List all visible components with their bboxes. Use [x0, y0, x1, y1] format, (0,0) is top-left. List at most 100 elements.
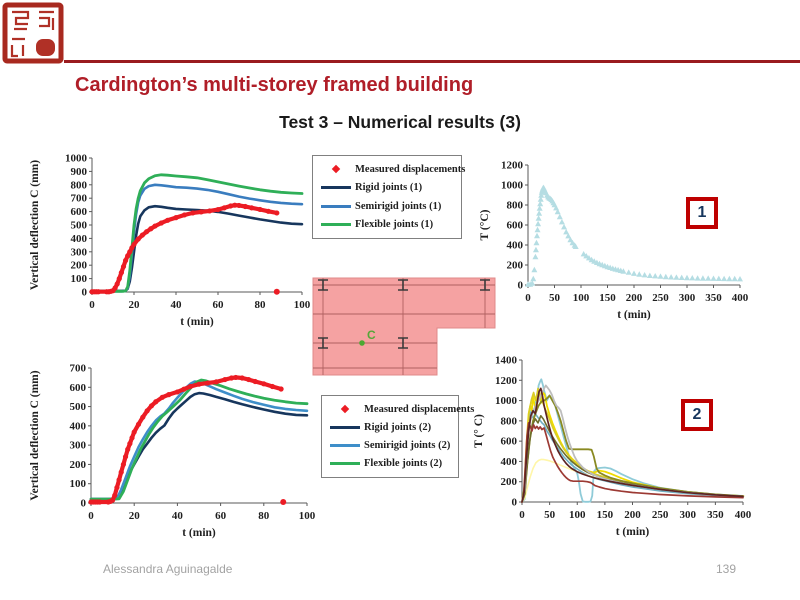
svg-text:t (min): t (min): [616, 526, 650, 538]
svg-text:600: 600: [70, 382, 87, 394]
line-swatch-icon: [321, 186, 351, 190]
svg-text:0: 0: [82, 287, 88, 299]
svg-text:1200: 1200: [495, 375, 518, 387]
svg-text:100: 100: [573, 292, 590, 304]
svg-text:60: 60: [215, 510, 227, 522]
svg-text:800: 800: [71, 179, 88, 191]
chinese-seal-stamp-icon: [2, 2, 64, 69]
svg-text:700: 700: [70, 363, 87, 375]
svg-text:800: 800: [501, 415, 518, 427]
svg-text:900: 900: [71, 166, 88, 178]
legend-label: Semirigid joints (2): [364, 440, 451, 452]
svg-text:200: 200: [626, 292, 643, 304]
svg-text:100: 100: [569, 509, 586, 521]
legend-item: Flexible joints (1): [321, 216, 457, 235]
svg-text:350: 350: [707, 509, 724, 521]
line-swatch-icon: [321, 204, 351, 208]
diamond-marker-icon: [330, 404, 360, 414]
footer-page-number: 139: [716, 562, 737, 576]
svg-text:250: 250: [652, 509, 669, 521]
svg-text:T (° C): T (° C): [473, 414, 485, 448]
floor-plan-diagram: C: [312, 277, 496, 376]
temp-2-svg: 0 200 400 600 800 1000 1200 1400 0 50 100 150 200 250…: [473, 355, 752, 539]
svg-text:400: 400: [70, 420, 87, 432]
svg-text:20: 20: [129, 299, 141, 311]
svg-text:0: 0: [88, 510, 94, 522]
svg-text:100: 100: [299, 510, 316, 522]
legend-item: Semirigid joints (2): [330, 437, 454, 455]
plan-point-c-label: C: [367, 328, 376, 342]
svg-text:T (°C): T (°C): [479, 209, 491, 240]
svg-text:t (min): t (min): [617, 309, 651, 321]
legend-item: Measured displacements: [330, 400, 474, 418]
svg-text:600: 600: [507, 220, 524, 232]
svg-text:50: 50: [544, 509, 556, 521]
svg-text:60: 60: [213, 299, 225, 311]
chart-temperature-2: 0 200 400 600 800 1000 1200 1400 0 50 100 150 200 250…: [472, 352, 756, 547]
svg-text:200: 200: [501, 476, 518, 488]
svg-text:350: 350: [705, 292, 722, 304]
plan-column-icons: [318, 279, 490, 349]
diamond-marker-icon: [321, 165, 351, 174]
legend-item: Measured displacements: [321, 160, 465, 179]
svg-text:400: 400: [735, 509, 752, 521]
svg-text:200: 200: [624, 509, 641, 521]
svg-text:300: 300: [70, 440, 87, 452]
svg-text:500: 500: [71, 220, 88, 232]
legend-label: Rigid joints (2): [364, 421, 432, 433]
slide-subtitle: Test 3 – Numerical results (3): [279, 112, 521, 132]
legend-item: Semirigid joints (1): [321, 197, 457, 216]
plan-grid: [313, 278, 495, 375]
header-divider: [64, 60, 800, 63]
chart-vertical-deflection-1: 0 100 200 300 400 500 600 700 800 900 1000 0 20 40 60 8…: [28, 150, 316, 340]
legend-deflection-2: Measured displacements Rigid joints (2) Se…: [321, 395, 474, 478]
svg-text:300: 300: [680, 509, 697, 521]
legend-item: Rigid joints (2): [330, 418, 454, 436]
svg-text:t (min): t (min): [180, 316, 214, 328]
legend-deflection-1: Measured displacements Rigid joints (1) Se…: [312, 155, 465, 239]
svg-text:0: 0: [525, 292, 531, 304]
svg-text:80: 80: [258, 510, 270, 522]
svg-text:0: 0: [512, 497, 518, 509]
svg-text:0: 0: [518, 280, 524, 292]
svg-text:40: 40: [172, 510, 184, 522]
svg-text:300: 300: [71, 246, 88, 258]
svg-text:200: 200: [70, 459, 87, 471]
legend-label: Semirigid joints (1): [355, 200, 442, 212]
line-swatch-icon: [330, 462, 360, 466]
svg-text:100: 100: [294, 299, 311, 311]
legend-item: Rigid joints (1): [321, 179, 457, 198]
legend-item: Flexible joints (2): [330, 455, 454, 473]
svg-text:20: 20: [129, 510, 141, 522]
svg-text:1400: 1400: [495, 355, 518, 367]
legend-label: Measured displacements: [355, 163, 466, 175]
svg-text:250: 250: [652, 292, 669, 304]
zone-badge-1: 1: [686, 197, 718, 229]
svg-text:1000: 1000: [495, 395, 518, 407]
plan-point-c-marker: [359, 340, 365, 346]
chart-temperature-1: 0 200 400 600 800 1000 1200 0 50 100 150 200 250 300 3…: [478, 152, 752, 332]
legend-label: Rigid joints (1): [355, 182, 423, 194]
footer-author: Alessandra Aguinagalde: [103, 562, 233, 576]
page-title: Cardington’s multi-storey framed buildin…: [75, 74, 474, 96]
svg-text:1000: 1000: [65, 153, 88, 165]
svg-text:400: 400: [71, 233, 88, 245]
line-swatch-icon: [330, 425, 360, 429]
svg-text:1200: 1200: [501, 160, 524, 172]
svg-text:Vertical deflection C (mm): Vertical deflection C (mm): [29, 160, 41, 290]
seal-svg: [2, 2, 64, 64]
svg-text:0: 0: [89, 299, 95, 311]
svg-text:800: 800: [507, 200, 524, 212]
legend-label: Flexible joints (2): [364, 458, 443, 470]
svg-text:0: 0: [81, 498, 87, 510]
temp-1-svg: 0 200 400 600 800 1000 1200 0 50 100 150 200 250 300 3…: [479, 160, 749, 322]
zone-badge-2: 2: [681, 399, 713, 431]
chart-vertical-deflection-2: 0 100 200 300 400 500 600 700 0 20 40 60 80 100 t (min…: [28, 358, 320, 553]
svg-text:50: 50: [549, 292, 561, 304]
svg-text:150: 150: [599, 292, 616, 304]
svg-text:40: 40: [171, 299, 183, 311]
svg-text:200: 200: [507, 260, 524, 272]
line-swatch-icon: [330, 444, 360, 448]
